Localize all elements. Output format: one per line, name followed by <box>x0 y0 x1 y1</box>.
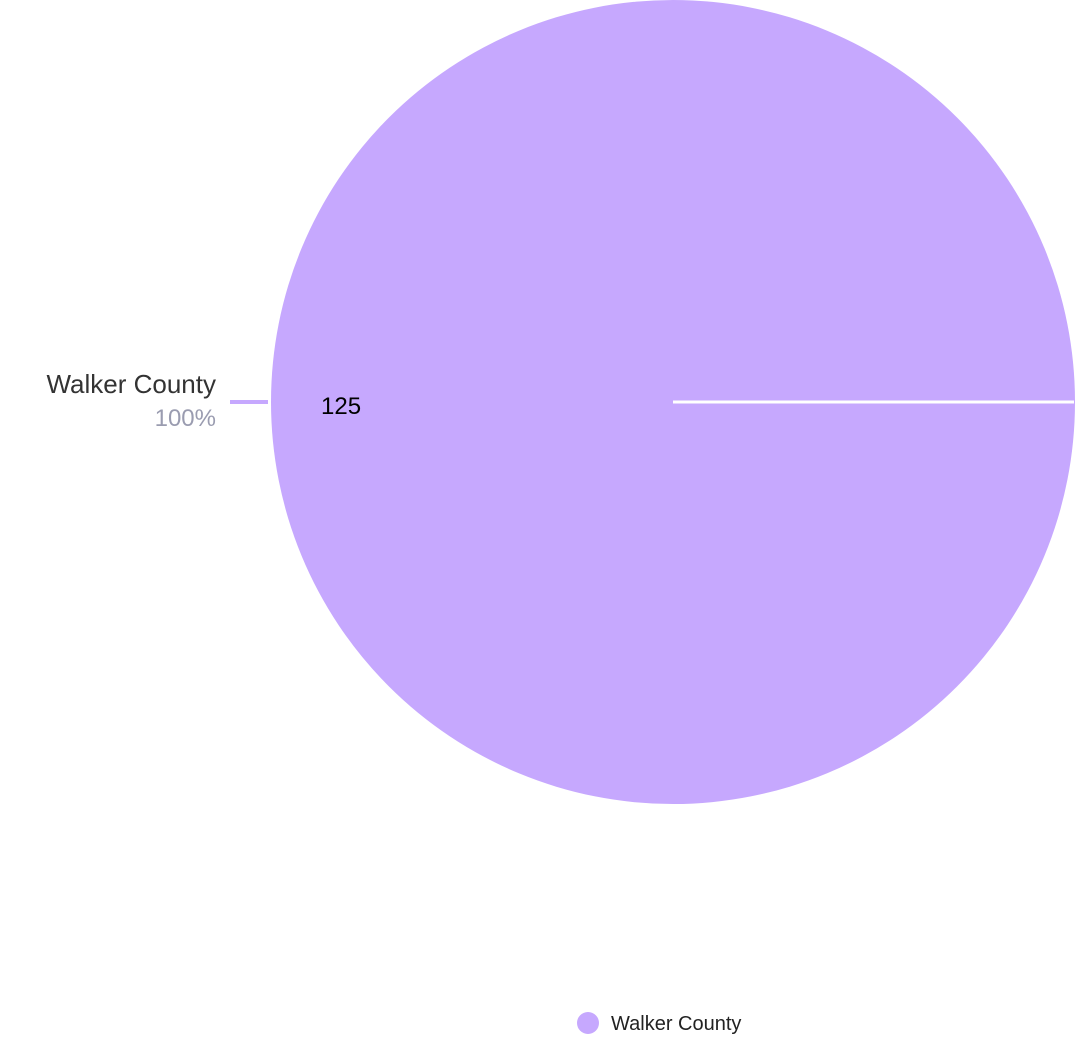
legend-swatch[interactable] <box>577 1012 599 1034</box>
legend: Walker County <box>577 1012 741 1035</box>
outer-label-percentage: 100% <box>155 405 216 432</box>
legend-label[interactable]: Walker County <box>611 1013 741 1035</box>
slice-value-label: 125 <box>321 393 361 420</box>
outer-label-category: Walker County <box>46 369 216 399</box>
